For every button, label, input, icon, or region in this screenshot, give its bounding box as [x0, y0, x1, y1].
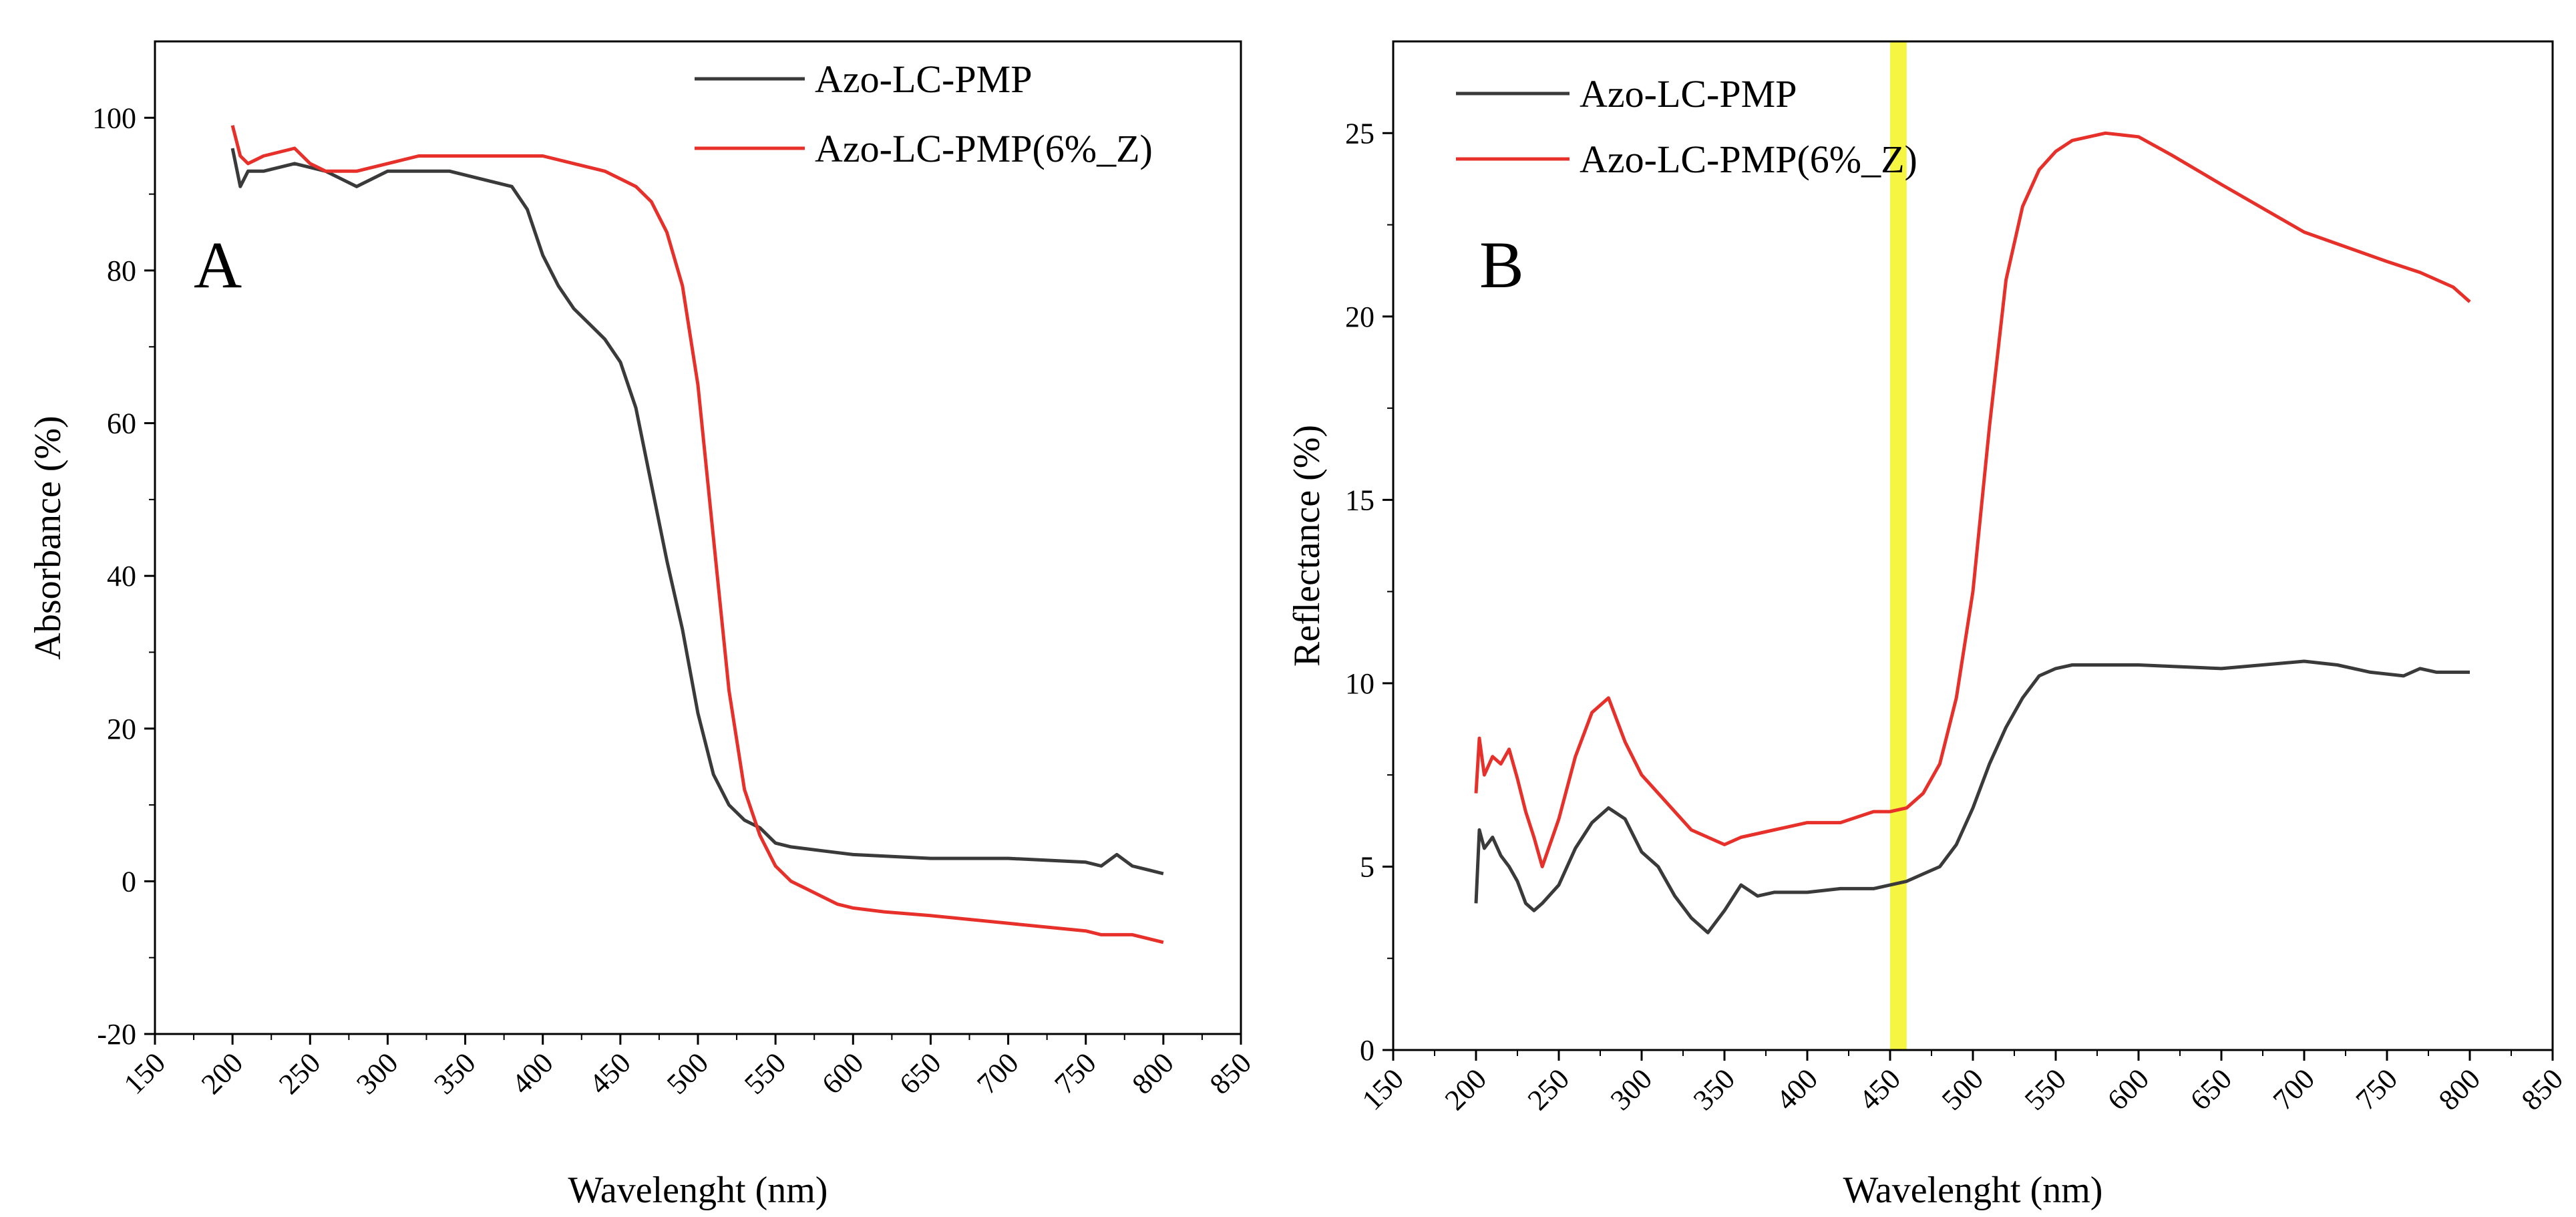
x-tick-label: 250 [1521, 1062, 1576, 1116]
series-line-2 [230, 125, 1164, 944]
y-tick-label: 80 [107, 254, 136, 287]
x-tick-label: 650 [2184, 1062, 2238, 1116]
x-tick-label: 600 [2101, 1062, 2155, 1116]
y-tick-label: 20 [107, 713, 136, 745]
x-tick-label: 450 [1853, 1062, 1907, 1116]
x-tick-label: 350 [427, 1046, 482, 1100]
x-tick-label: 150 [1356, 1062, 1410, 1116]
panel-a: 150 200 250 300 350 400 450 500 550 600 650 700 750 8… [27, 40, 1258, 1211]
x-tick-label: 600 [815, 1046, 870, 1100]
x-axis-title: Wavelenght (nm) [568, 1170, 828, 1211]
y-tick-label: 40 [107, 560, 136, 592]
x-tick-label: 750 [2350, 1062, 2404, 1116]
x-tick-label: 850 [1204, 1046, 1258, 1100]
panel-b: 150 200 250 300 350 400 450 500 550 600 650 700 750 8… [1286, 40, 2569, 1211]
x-tick-label: 550 [738, 1046, 792, 1100]
x-tick-label: 300 [1604, 1062, 1658, 1116]
series-line-2 [1474, 131, 2471, 868]
x-tick-label: 300 [350, 1046, 404, 1100]
highlight-band [1890, 41, 1907, 1050]
series-line-1 [230, 148, 1164, 876]
y-axis-title: Reflectance (%) [1286, 425, 1328, 667]
x-tick-label: 250 [272, 1046, 327, 1100]
series-line-1 [1474, 659, 2470, 934]
x-axis-title: Wavelenght (nm) [1843, 1170, 2103, 1211]
x-tick-label: 700 [2267, 1062, 2321, 1116]
legend-label-1: Azo-LC-PMP [815, 57, 1032, 101]
x-tick-label: 200 [195, 1046, 249, 1100]
x-tick-label: 450 [583, 1046, 637, 1100]
y-tick-label: 25 [1345, 117, 1374, 150]
x-tick-label: 500 [1936, 1062, 1990, 1116]
y-tick-label: 10 [1345, 667, 1374, 700]
y-tick-label: 5 [1360, 850, 1374, 883]
y-tick-label: 15 [1345, 484, 1374, 516]
plot-frame [1392, 40, 2554, 1051]
x-tick-label: 200 [1439, 1062, 1493, 1116]
y-tick-label: 0 [122, 865, 136, 898]
x-tick-label: 750 [1048, 1046, 1102, 1100]
legend-label-2: Azo-LC-PMP(6%_Z) [1580, 138, 1917, 181]
x-tick-label: 800 [2432, 1062, 2487, 1116]
panel-letter: A [194, 228, 242, 302]
x-tick-label: 400 [505, 1046, 559, 1100]
x-tick-label: 500 [661, 1046, 715, 1100]
y-tick-label: 60 [107, 407, 136, 440]
x-tick-label: 550 [2018, 1062, 2072, 1116]
y-tick-label: 100 [92, 102, 136, 134]
x-tick-label: 650 [893, 1046, 947, 1100]
x-tick-label: 400 [1770, 1062, 1824, 1116]
panel-letter: B [1479, 228, 1524, 302]
legend-label-1: Azo-LC-PMP [1580, 72, 1797, 116]
y-axis-title: Absorbance (%) [27, 415, 69, 659]
y-tick-label: 20 [1345, 301, 1374, 333]
legend-label-2: Azo-LC-PMP(6%_Z) [815, 127, 1153, 170]
x-tick-label: 850 [2515, 1062, 2569, 1116]
x-tick-label: 700 [970, 1046, 1025, 1100]
x-tick-label: 800 [1126, 1046, 1180, 1100]
plot-frame [154, 40, 1242, 1035]
y-tick-label: -20 [97, 1018, 136, 1051]
x-tick-label: 350 [1687, 1062, 1741, 1116]
y-tick-label: 0 [1360, 1034, 1374, 1067]
x-tick-label: 150 [118, 1046, 172, 1100]
